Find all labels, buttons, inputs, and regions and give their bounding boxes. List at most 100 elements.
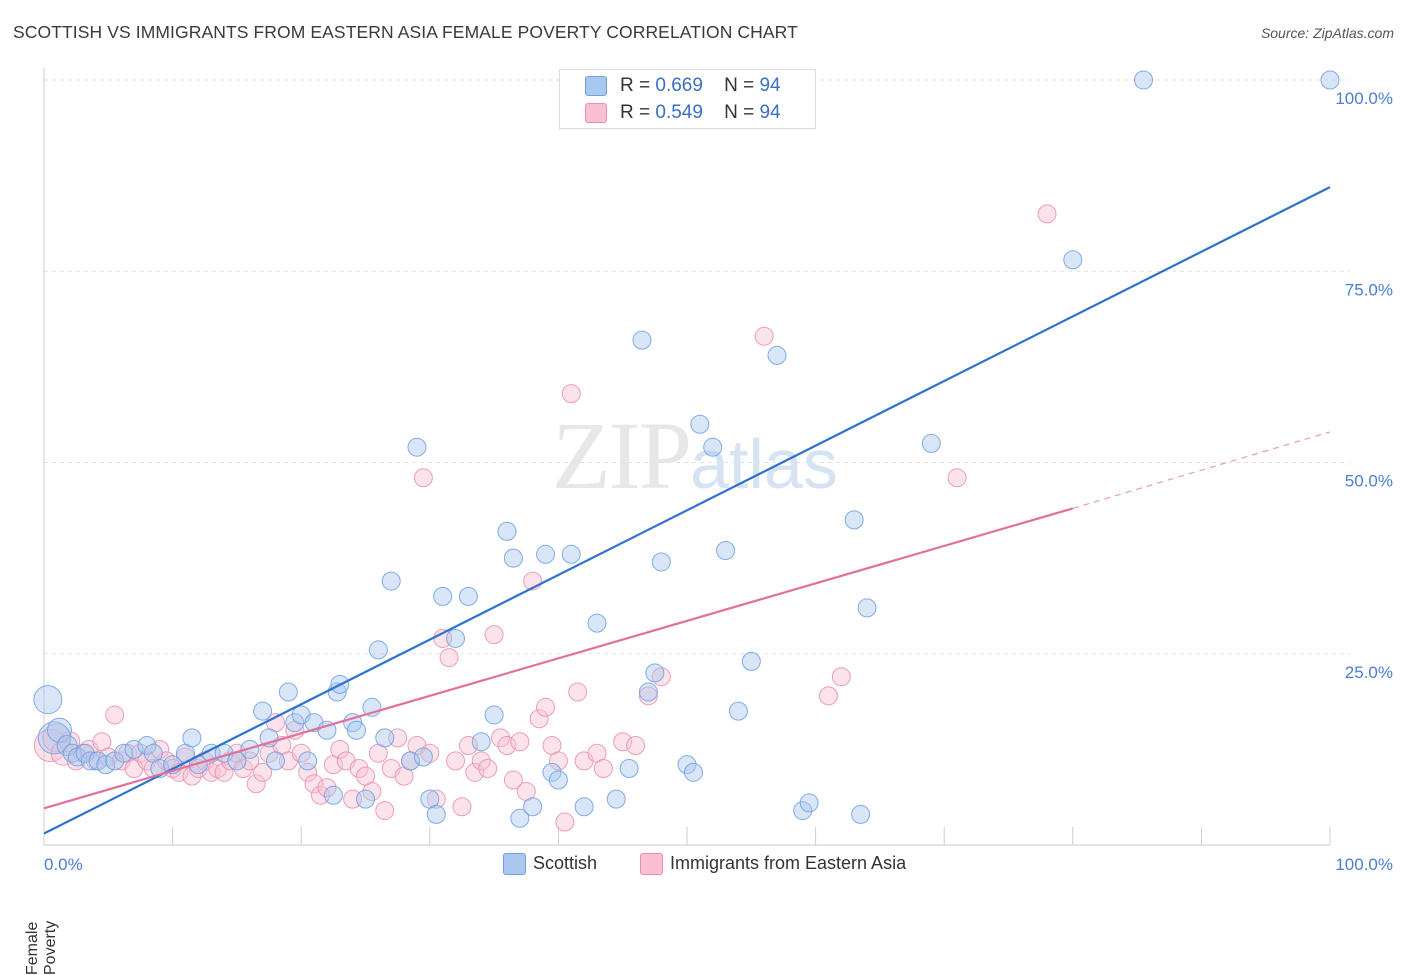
scatter-point <box>291 743 311 763</box>
scatter-point <box>529 709 549 729</box>
scatter-point <box>253 762 273 782</box>
scatter-point <box>831 667 851 687</box>
source-label: Source: ZipAtlas.com <box>1260 25 1394 41</box>
scatter-point <box>536 544 556 564</box>
scatter-point <box>491 728 511 748</box>
scatter-point <box>114 743 134 763</box>
y-tick-label: 50.0% <box>1345 472 1393 491</box>
x-tick-label: 100.0% <box>1335 855 1393 874</box>
y-tick-label: 100.0% <box>1335 89 1393 108</box>
scatter-point <box>278 682 298 702</box>
scatter-point <box>465 762 485 782</box>
scatter-point <box>503 548 523 568</box>
scatter-point <box>561 544 581 564</box>
r-label: R = <box>620 102 651 123</box>
scatter-point <box>426 789 446 809</box>
legend-label-eastern-asia: Immigrants from Eastern Asia <box>670 853 907 873</box>
scatter-point <box>523 797 543 817</box>
legend-swatch-scottish <box>503 853 526 875</box>
scatter-point <box>413 468 433 488</box>
scatter-point <box>471 751 491 771</box>
scatter-point <box>124 739 144 759</box>
scatter-point <box>536 697 556 717</box>
scatter-point <box>574 797 594 817</box>
scatter-point <box>593 759 613 778</box>
scatter-point <box>638 682 658 702</box>
scatter-point <box>80 751 100 771</box>
scatter-point <box>741 651 761 671</box>
legend-swatch-eastern-asia <box>640 853 663 875</box>
scatter-point <box>317 720 337 740</box>
scatter-point <box>947 468 967 488</box>
scatter-point <box>844 510 864 530</box>
scatter-point <box>1134 70 1154 90</box>
scatter-point <box>799 793 819 813</box>
scatter-point <box>555 812 575 832</box>
scatter-point <box>561 384 581 404</box>
n-value: 94 <box>759 75 781 96</box>
scatter-point <box>433 586 453 606</box>
scatter-point <box>214 762 234 782</box>
scatter-plot: 100.0% 75.0% 50.0% 25.0% 0.0% 100.0% <box>33 68 1393 874</box>
scatter-point <box>548 770 568 790</box>
scatter-point <box>246 774 266 794</box>
scatter-point <box>137 736 157 756</box>
scatter-point <box>265 751 285 771</box>
watermark-zip: ZIP <box>552 402 692 509</box>
scatter-point <box>375 801 395 821</box>
scatter-point <box>510 732 530 752</box>
scatter-point <box>857 598 877 618</box>
scatter-point <box>446 628 466 648</box>
scatter-point <box>285 713 305 733</box>
trend-line <box>43 507 1074 810</box>
scatter-point <box>632 330 652 350</box>
scatter-point <box>452 797 472 817</box>
scatter-point <box>413 747 433 767</box>
scatter-point <box>1320 70 1340 90</box>
scatter-point <box>542 762 562 782</box>
scatter-point <box>683 762 703 782</box>
scatter-point <box>330 739 350 759</box>
scatter-point <box>182 728 202 748</box>
scatter-point <box>375 728 395 748</box>
scatter-point <box>407 437 427 457</box>
scatter-point <box>298 751 318 771</box>
legend-label-scottish: Scottish <box>533 853 598 873</box>
scatter-point <box>298 762 318 782</box>
y-axis-label: Female Poverty <box>24 920 59 975</box>
scatter-point <box>323 785 343 805</box>
scatter-point <box>458 586 478 606</box>
scatter-point <box>626 736 646 756</box>
scatter-point <box>503 770 523 790</box>
scatter-point <box>381 571 401 591</box>
scatter-point <box>446 751 466 771</box>
scatter-point <box>690 414 710 434</box>
n-label: N = <box>724 102 755 123</box>
scatter-point <box>233 759 253 778</box>
scatter-point <box>484 705 504 725</box>
trend-line <box>43 186 1331 835</box>
scatter-point <box>645 663 665 683</box>
scatter-point <box>606 789 626 809</box>
scatter-point <box>703 437 723 457</box>
n-value: 94 <box>759 102 781 123</box>
scatter-point <box>767 345 787 365</box>
legend-swatch-eastern-asia <box>585 103 607 123</box>
scatter-point <box>497 736 517 756</box>
scatter-point <box>568 682 588 702</box>
scatter-point <box>37 721 71 755</box>
scatter-point <box>304 774 324 794</box>
scatter-point <box>317 778 337 798</box>
scatter-point <box>728 701 748 721</box>
r-value: 0.669 <box>655 75 703 96</box>
chart-title: SCOTTISH VS IMMIGRANTS FROM EASTERN ASIA… <box>13 22 798 42</box>
x-tick-label: 0.0% <box>44 855 83 874</box>
scatter-point <box>346 720 366 740</box>
scatter-point <box>793 801 813 821</box>
scatter-point <box>484 625 504 645</box>
scatter-point <box>677 755 697 775</box>
n-label: N = <box>724 75 755 96</box>
scatter-point <box>851 804 871 824</box>
legend-swatch-scottish <box>585 76 607 96</box>
scatter-point <box>1063 250 1083 270</box>
